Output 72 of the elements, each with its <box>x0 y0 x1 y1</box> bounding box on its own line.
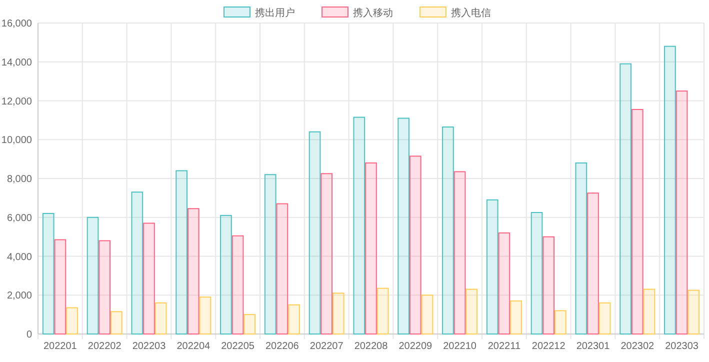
x-tick-label: 202204 <box>176 341 211 352</box>
x-tick-label: 202201 <box>44 341 78 352</box>
bar <box>498 232 510 334</box>
legend-label: 携入电信 <box>451 7 491 19</box>
bar <box>466 288 478 334</box>
bar <box>365 162 377 334</box>
bar <box>554 310 566 334</box>
x-tick-label: 202206 <box>266 341 300 352</box>
bar <box>676 90 688 334</box>
bar <box>542 236 555 334</box>
x-tick-label: 202303 <box>665 341 699 352</box>
x-tick-label: 202301 <box>576 341 610 352</box>
x-tick-label: 202207 <box>310 341 344 352</box>
bar <box>643 288 656 334</box>
bar <box>276 203 288 334</box>
bar <box>598 302 611 334</box>
bar <box>454 171 466 334</box>
y-tick-label: 12,000 <box>1 96 32 108</box>
bar <box>264 174 276 334</box>
x-tick-label: 202302 <box>620 341 655 352</box>
bar <box>232 235 244 334</box>
x-tick-label: 202212 <box>532 341 566 352</box>
bar <box>66 307 78 334</box>
bar <box>288 304 300 334</box>
bar <box>131 192 144 334</box>
bar <box>353 116 366 334</box>
x-tick-label: 202208 <box>354 341 388 352</box>
x-tick-label: 202209 <box>398 341 433 352</box>
bar <box>398 118 410 334</box>
bar <box>220 214 232 334</box>
bar <box>530 212 543 334</box>
y-tick-label: 0 <box>26 330 32 340</box>
y-tick-label: 16,000 <box>1 18 32 30</box>
y-tick-label: 8,000 <box>6 174 32 185</box>
y-tick-label: 6,000 <box>6 212 32 224</box>
legend-label: 携出用户 <box>255 7 295 19</box>
bar <box>244 314 256 334</box>
x-tick-label: 202211 <box>488 341 521 352</box>
x-tick-label: 202210 <box>443 341 477 352</box>
x-tick-label: 202203 <box>132 341 166 352</box>
y-tick-label: 14,000 <box>1 57 32 68</box>
bar <box>409 156 422 334</box>
bar <box>98 240 111 334</box>
bar <box>688 290 700 334</box>
y-tick-label: 2,000 <box>6 290 32 302</box>
bar <box>110 311 122 334</box>
x-tick-label: 202202 <box>88 341 122 352</box>
bar <box>631 108 644 334</box>
bar <box>575 162 588 334</box>
y-tick-label: 4,000 <box>6 252 32 263</box>
bar <box>486 199 498 334</box>
bar <box>54 239 66 334</box>
bar <box>421 294 434 334</box>
bar <box>442 126 454 334</box>
bar <box>42 212 54 334</box>
bar <box>620 63 632 334</box>
bar <box>143 222 155 334</box>
bar <box>376 288 389 334</box>
bar <box>308 131 321 334</box>
y-tick-label: 10,000 <box>1 135 32 146</box>
bar <box>664 46 676 334</box>
x-tick-label: 202205 <box>221 341 255 352</box>
legend-label: 携入移动 <box>353 7 393 19</box>
bar <box>176 170 188 334</box>
bar <box>510 300 522 334</box>
bar <box>587 192 599 334</box>
bar <box>199 296 212 334</box>
bar <box>332 292 344 334</box>
bar <box>187 208 200 334</box>
bar <box>320 173 333 334</box>
bar <box>86 216 99 334</box>
bar <box>154 302 167 334</box>
